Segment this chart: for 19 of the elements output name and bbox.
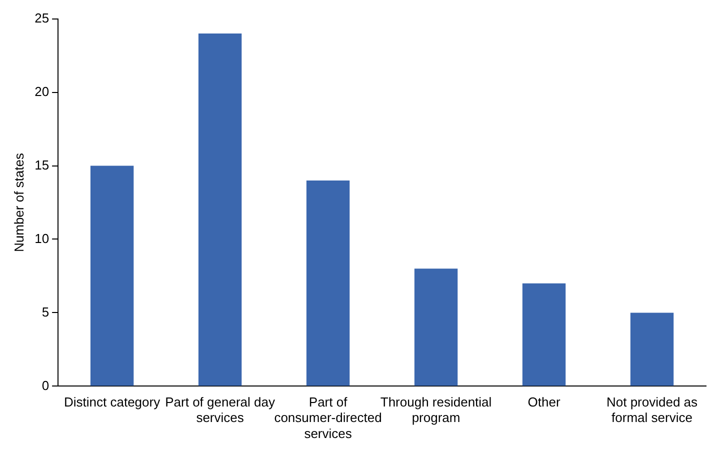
y-tick-label: 15 xyxy=(34,157,50,172)
x-tick-label: Other xyxy=(528,394,561,410)
bar xyxy=(198,33,242,386)
bar xyxy=(90,166,134,386)
y-tick-label: 25 xyxy=(34,10,50,26)
y-tick-label: 10 xyxy=(34,230,50,246)
y-tick-label: 20 xyxy=(34,84,50,99)
x-tick-label: Distinct category xyxy=(64,394,161,410)
y-tick-label: 0 xyxy=(42,378,50,393)
y-axis-title: Number of states xyxy=(11,152,26,252)
x-tick-label: Not provided as formal service xyxy=(606,394,698,426)
bar xyxy=(630,312,674,386)
x-tick-label: Part of consumer-directed services xyxy=(274,394,382,441)
bar xyxy=(306,180,350,386)
bar xyxy=(522,283,566,386)
bar xyxy=(414,268,458,386)
x-tick-label: Through residential program xyxy=(380,394,492,426)
y-tick-label: 5 xyxy=(42,304,50,320)
x-tick-label: Part of general day services xyxy=(165,394,276,426)
